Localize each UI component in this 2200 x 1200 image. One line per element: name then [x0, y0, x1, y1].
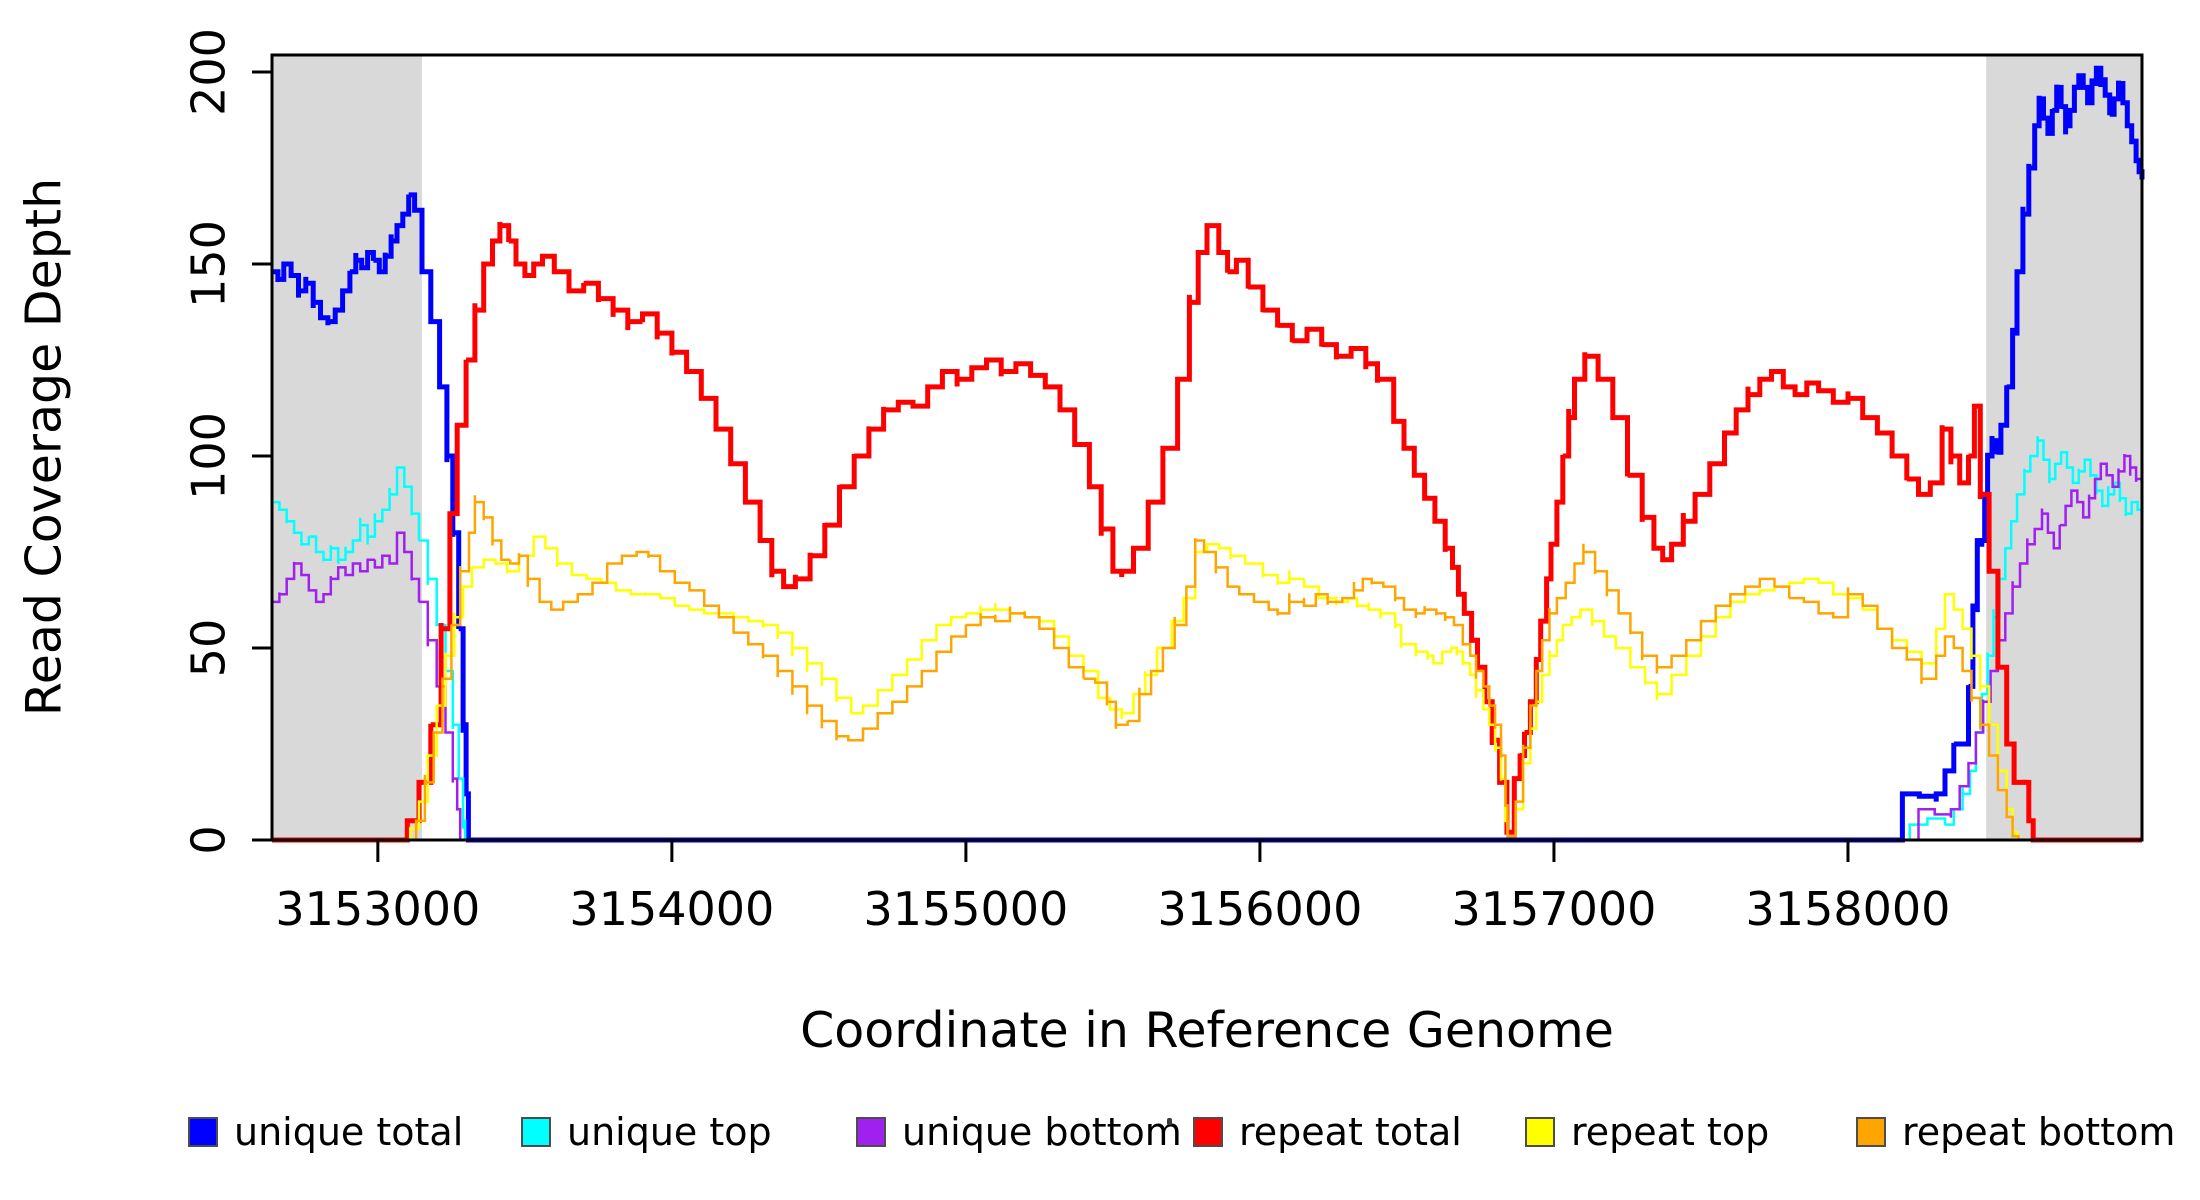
y-tick-label-150: 150 [182, 220, 236, 308]
series-line-repeat-total [272, 222, 2142, 843]
series-line-repeat-bottom [272, 495, 2142, 842]
series-line-unique-bottom [272, 454, 2144, 842]
x-tick-label-3153000: 3153000 [275, 882, 480, 936]
x-tick-label-3157000: 3157000 [1452, 882, 1657, 936]
x-axis-title: Coordinate in Reference Genome [800, 1002, 1614, 1059]
x-tick-label-3154000: 3154000 [569, 882, 774, 936]
stray-dot [1167, 1118, 1172, 1125]
series-line-unique-top [272, 436, 2144, 842]
series-line-unique-total [272, 65, 2145, 843]
y-tick-label-200: 200 [182, 28, 236, 116]
y-tick-label-100: 100 [182, 412, 236, 500]
x-tick-label-3158000: 3158000 [1746, 882, 1951, 936]
shaded-region-1 [272, 55, 422, 840]
y-tick-label-0: 0 [182, 825, 236, 854]
series-line-repeat-top [272, 535, 2142, 842]
x-tick-label-3155000: 3155000 [863, 882, 1068, 936]
y-axis-title: Read Coverage Depth [15, 177, 73, 717]
plot-frame [270, 53, 2144, 842]
y-tick-label-50: 50 [182, 619, 236, 678]
shaded-region-2 [1986, 55, 2142, 840]
x-tick-label-3156000: 3156000 [1157, 882, 1362, 936]
